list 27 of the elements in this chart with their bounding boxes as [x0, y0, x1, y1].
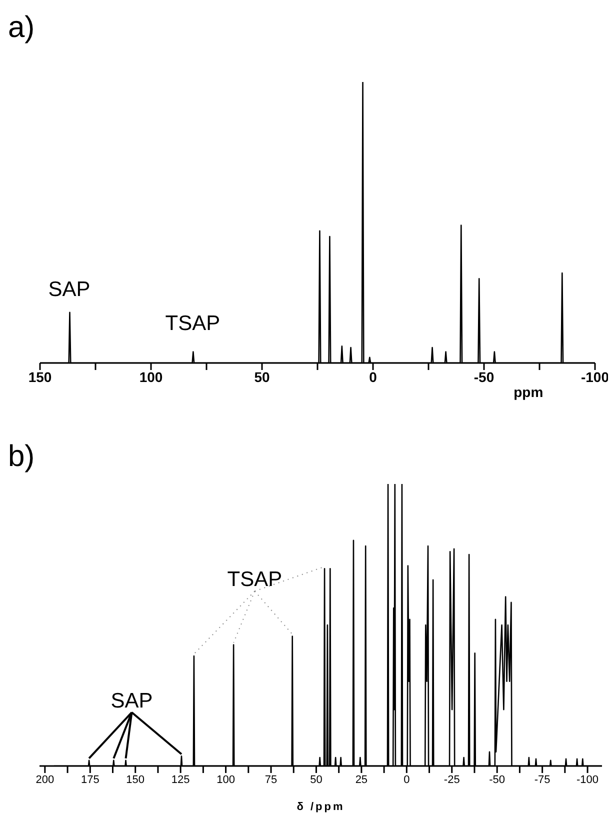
x-tick-label: -50 [474, 368, 494, 385]
x-tick-label: 175 [80, 774, 100, 786]
x-tick-label: 0 [369, 368, 378, 385]
x-tick-label: 150 [28, 368, 52, 385]
x-tick-label: -25 [444, 774, 460, 786]
x-tick-label: 0 [404, 774, 410, 786]
x-tick-label: -100 [580, 368, 610, 385]
x-tick-label: 50 [254, 368, 270, 385]
x-tick-label: -100 [576, 774, 599, 786]
x-tick-label: 150 [126, 774, 145, 786]
x-tick-label: 125 [171, 774, 190, 786]
x-tick-label: 25 [355, 774, 368, 786]
x-tick-label: -50 [489, 774, 506, 786]
x-tick-label: 100 [139, 368, 163, 385]
annotation: TSAP [227, 568, 282, 592]
chart-title: b) [8, 440, 36, 473]
annotation: SAP [110, 689, 153, 712]
chart-title: a) [8, 10, 36, 46]
x-axis-title: δ /ppm [296, 801, 345, 813]
x-tick-label: 75 [264, 774, 278, 786]
annotation: TSAP [165, 312, 220, 335]
x-tick-label: 200 [36, 774, 54, 786]
x-tick-label: 100 [216, 774, 235, 786]
x-axis-title: ppm [514, 384, 544, 400]
x-tick-label: 50 [310, 774, 322, 786]
x-tick-label: -75 [534, 774, 550, 786]
annotation: SAP [48, 278, 90, 302]
